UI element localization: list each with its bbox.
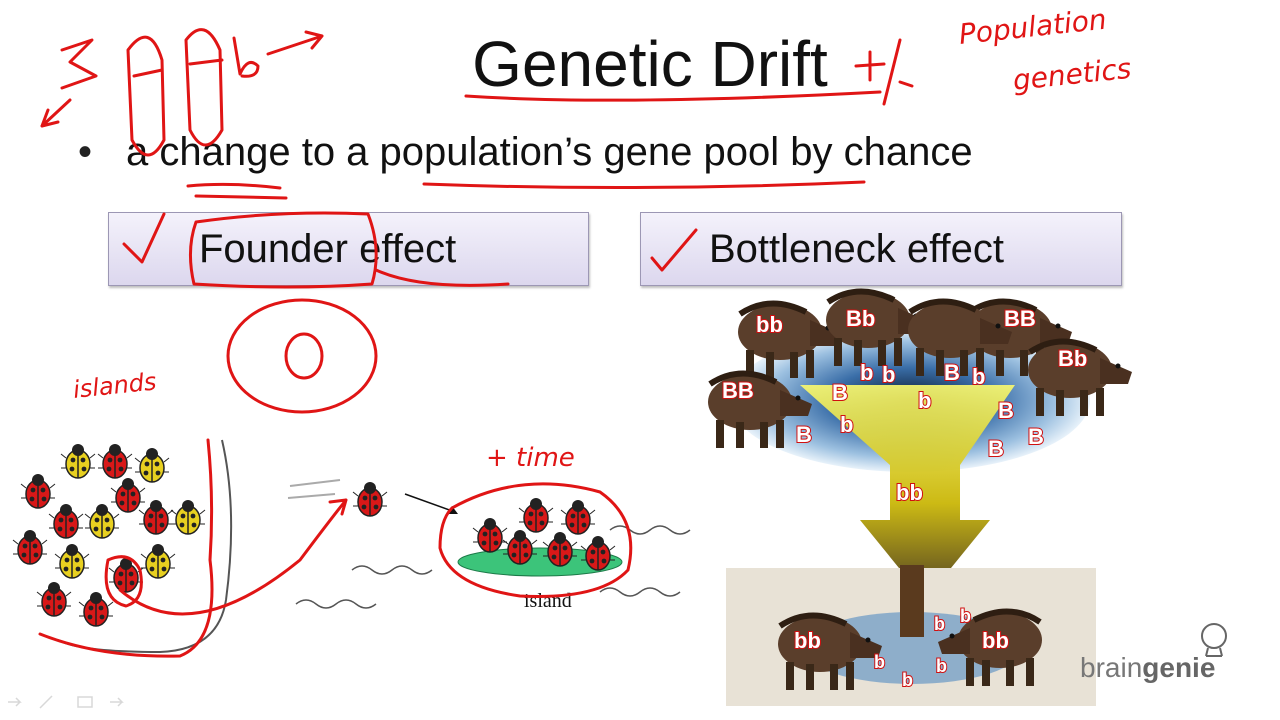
funnel-allele-8: B [796, 422, 812, 447]
island-circle [438, 482, 633, 598]
arrow-left [40, 98, 72, 128]
funnel-allele-10: b [840, 412, 853, 437]
brand-light: brain [1080, 652, 1143, 683]
funnel-allele-11: B [988, 436, 1004, 461]
founder-circle [189, 211, 378, 289]
handwritten-genetics: genetics [1011, 52, 1133, 97]
change-underline [186, 182, 288, 200]
drop-allele-4: b [902, 670, 913, 690]
population-boundary [38, 438, 214, 658]
slide-title: Genetic Drift [472, 28, 828, 100]
allele-B-scribble [60, 38, 98, 90]
handwritten-population: Population [957, 3, 1108, 51]
founder-checkmark [122, 212, 166, 264]
genotype-labels: bb Bb BB Bb BB B b b B b B b B B b B bb … [721, 305, 1088, 691]
handwritten-plus-time: + time [486, 443, 575, 473]
label-BB-2: BB [722, 378, 754, 403]
braingenie-logo-icon [1201, 623, 1227, 657]
chromosome-left [126, 35, 166, 157]
funnel-center-label: bb [896, 480, 923, 505]
pen-icon[interactable] [39, 695, 53, 709]
funnel-allele-4: B [944, 360, 960, 385]
bullet-marker: • [78, 130, 93, 174]
bottleneck-checkmark [650, 228, 698, 272]
gene-pool-underline [422, 180, 866, 190]
bottleneck-effect-box: Bottleneck effect [640, 212, 1122, 286]
funnel-allele-6: B [998, 398, 1014, 423]
funnel-allele-3: b [882, 362, 895, 387]
handwritten-text: islands + time Population genetics [72, 3, 1133, 473]
funnel-allele-7: b [918, 388, 931, 413]
founder-effect-box: Founder effect [108, 212, 589, 286]
funnel-allele-1: B [832, 380, 848, 405]
drop-allele-1: b [934, 614, 945, 634]
drop-allele-2: b [936, 656, 947, 676]
brand-bold: genie [1142, 652, 1216, 683]
migration-arrow [118, 498, 348, 616]
island-shape [457, 547, 623, 577]
funnel-allele-9: B [1028, 424, 1044, 449]
bottleneck-effect-label: Bottleneck effect [709, 227, 1004, 271]
label-bb-bottom-2: bb [982, 628, 1009, 653]
presentation-toolbar [8, 695, 124, 709]
effect-underline [374, 268, 510, 287]
funnel-allele-5: b [972, 364, 985, 389]
label-Bb-2: Bb [1058, 346, 1087, 371]
founder-effect-label: Founder effect [199, 227, 457, 271]
label-Bb-1: Bb [846, 306, 875, 331]
prev-arrow-icon[interactable] [8, 697, 22, 707]
handwritten-islands: islands [72, 367, 158, 404]
next-arrow-icon[interactable] [110, 697, 124, 707]
island-drawing-circle [226, 298, 378, 414]
drop-allele-5: b [960, 606, 971, 626]
menu-icon[interactable] [77, 696, 93, 708]
allele-b-scribble [232, 36, 260, 78]
plus-minus-mark [854, 38, 914, 106]
label-BB-1: BB [1004, 306, 1036, 331]
selected-ladybug-circle [104, 555, 143, 608]
island-drawing-inner [284, 332, 324, 380]
label-bb-bottom-1: bb [794, 628, 821, 653]
braingenie-wordmark: braingenie [1080, 652, 1215, 684]
title-underline [464, 90, 882, 102]
funnel-allele-2: b [860, 360, 873, 385]
bottleneck-illustration [708, 291, 1132, 706]
drop-allele-3: b [874, 652, 885, 672]
arrow-right [266, 30, 324, 56]
label-bb-1: bb [756, 312, 783, 337]
chromosome-right [184, 28, 224, 147]
definition-bullet: a change to a population’s gene pool by … [126, 130, 973, 174]
